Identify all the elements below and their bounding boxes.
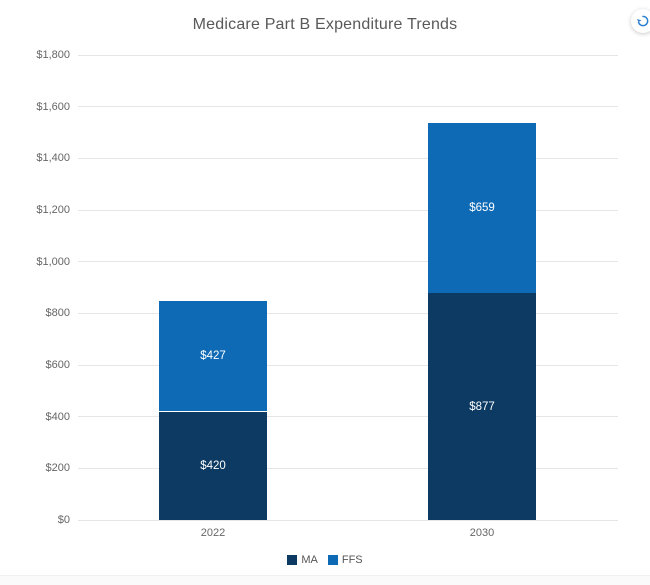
chart-title: Medicare Part B Expenditure Trends bbox=[192, 16, 458, 33]
y-axis-tick-label: $1,800 bbox=[36, 49, 70, 61]
gridline bbox=[78, 312, 618, 314]
bar-value-label: $659 bbox=[469, 202, 495, 215]
y-axis-tick-label: $400 bbox=[45, 410, 70, 423]
gridline bbox=[78, 209, 618, 211]
bar-value-label: $420 bbox=[200, 459, 226, 472]
chart-legend: MA FFS bbox=[0, 554, 650, 566]
gridline bbox=[78, 54, 618, 56]
y-axis-tick-label: $600 bbox=[45, 359, 70, 371]
x-axis-tick-label: 2030 bbox=[469, 527, 495, 539]
gridline bbox=[78, 157, 618, 159]
bar-segment-ma-2022[interactable]: $420 bbox=[159, 411, 267, 520]
gridline bbox=[78, 467, 618, 469]
legend-label: MA bbox=[301, 554, 318, 566]
gridline bbox=[78, 364, 618, 366]
y-axis-tick-label: $1,000 bbox=[36, 255, 70, 268]
bar-segment-ffs-2030[interactable]: $659 bbox=[428, 123, 536, 294]
y-axis-tick-label: $800 bbox=[45, 307, 70, 320]
gridline bbox=[78, 519, 618, 521]
bar-value-label: $427 bbox=[200, 350, 226, 363]
refresh-icon bbox=[636, 14, 650, 28]
y-axis-tick-label: $200 bbox=[45, 462, 70, 475]
legend-marker bbox=[327, 555, 338, 565]
y-axis-tick-label: $0 bbox=[57, 514, 70, 526]
refresh-button[interactable] bbox=[631, 9, 650, 33]
legend-marker bbox=[287, 555, 298, 565]
x-axis-tick-label: 2022 bbox=[200, 527, 226, 539]
y-axis-tick-label: $1,200 bbox=[36, 204, 70, 216]
gridline bbox=[78, 106, 618, 108]
gridline bbox=[78, 416, 618, 418]
bottom-divider bbox=[0, 575, 650, 585]
bar-segment-ma-2030[interactable]: $877 bbox=[428, 293, 536, 520]
legend-item-ffs[interactable]: FFS bbox=[327, 554, 363, 566]
bar-value-label: $877 bbox=[469, 400, 495, 413]
y-axis-tick-label: $1,400 bbox=[36, 152, 70, 165]
legend-item-ma[interactable]: MA bbox=[287, 554, 318, 566]
gridline bbox=[78, 261, 618, 263]
bar-segment-ffs-2022[interactable]: $427 bbox=[159, 301, 267, 412]
y-axis-tick-label: $1,600 bbox=[36, 100, 70, 113]
legend-label: FFS bbox=[341, 554, 363, 566]
